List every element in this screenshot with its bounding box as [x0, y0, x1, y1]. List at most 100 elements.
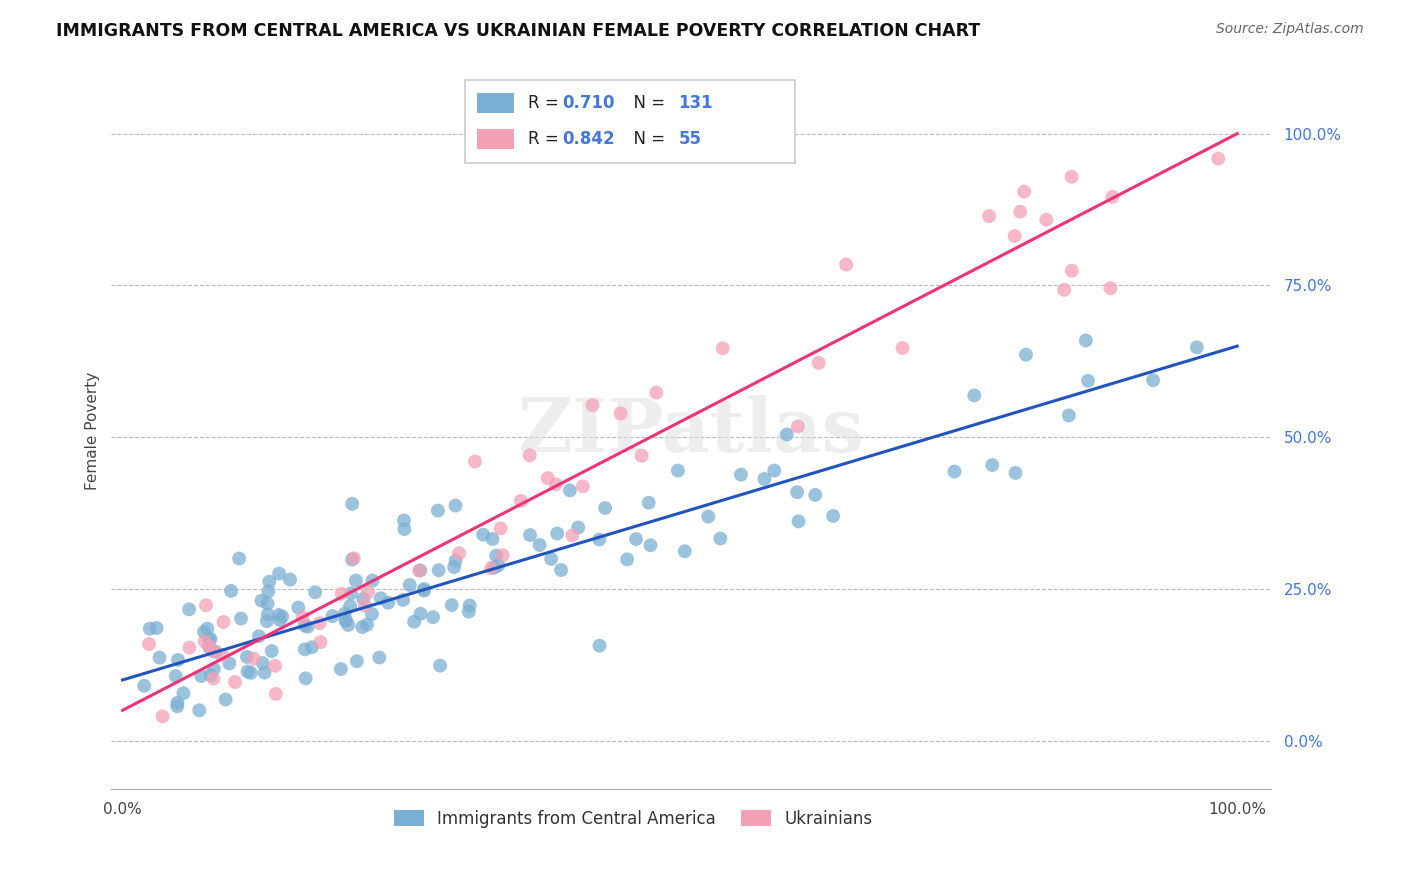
Point [200, 668, 222, 682]
Point [977, 209, 1000, 223]
Point [250, 593, 273, 607]
Point [219, 583, 242, 598]
Point [588, 639, 610, 653]
Text: 55: 55 [678, 130, 702, 148]
Point [193, 624, 215, 639]
Point [444, 554, 467, 568]
Point [482, 560, 505, 574]
Point [1060, 169, 1083, 184]
Point [1074, 334, 1097, 348]
Point [198, 640, 221, 655]
Point [229, 611, 252, 625]
Point [1015, 348, 1038, 362]
Point [177, 602, 200, 616]
Point [1101, 190, 1123, 204]
Y-axis label: Female Poverty: Female Poverty [86, 372, 100, 491]
Text: IMMIGRANTS FROM CENTRAL AMERICA VS UKRAINIAN FEMALE POVERTY CORRELATION CHART: IMMIGRANTS FROM CENTRAL AMERICA VS UKRAI… [56, 22, 980, 40]
Point [709, 532, 731, 546]
Point [190, 669, 212, 683]
Point [200, 632, 222, 646]
Point [204, 645, 226, 659]
Point [166, 696, 188, 710]
Text: N =: N = [623, 95, 671, 112]
Point [398, 578, 420, 592]
Point [228, 551, 250, 566]
Point [510, 494, 533, 508]
Point [444, 499, 467, 513]
Point [1206, 152, 1229, 166]
Point [179, 640, 201, 655]
Point [409, 607, 432, 621]
Point [409, 564, 432, 578]
Point [236, 665, 259, 679]
Text: 0.710: 0.710 [562, 95, 614, 112]
Point [1142, 373, 1164, 387]
Point [1004, 466, 1026, 480]
Point [519, 528, 541, 542]
Point [368, 650, 391, 665]
Point [167, 653, 190, 667]
Point [413, 582, 436, 596]
Point [352, 620, 374, 634]
Point [645, 385, 668, 400]
Point [429, 658, 451, 673]
Point [253, 665, 276, 680]
Point [588, 533, 610, 547]
Point [1057, 409, 1080, 423]
Point [211, 648, 233, 662]
Point [486, 558, 509, 573]
Point [787, 419, 810, 434]
Point [201, 644, 224, 658]
Point [198, 632, 221, 647]
Point [449, 546, 471, 560]
Point [193, 634, 215, 648]
Point [943, 465, 966, 479]
Point [236, 649, 259, 664]
Point [260, 644, 283, 658]
Point [337, 618, 360, 632]
Point [340, 586, 363, 600]
Point [529, 538, 551, 552]
Point [1035, 212, 1057, 227]
Point [224, 675, 246, 690]
Point [1099, 281, 1122, 295]
Point [427, 563, 450, 577]
Point [239, 665, 262, 680]
Point [697, 509, 720, 524]
Point [197, 622, 219, 636]
Point [257, 584, 280, 599]
Point [666, 464, 689, 478]
Point [294, 618, 316, 632]
Point [139, 622, 162, 636]
Point [981, 458, 1004, 472]
Point [138, 637, 160, 651]
Point [370, 591, 392, 606]
Point [134, 679, 156, 693]
Point [546, 526, 568, 541]
Point [457, 605, 479, 619]
Point [308, 616, 330, 631]
Point [558, 483, 581, 498]
Point [804, 488, 827, 502]
Point [214, 692, 236, 706]
Point [540, 552, 562, 566]
Point [267, 607, 290, 622]
Text: Source: ZipAtlas.com: Source: ZipAtlas.com [1216, 22, 1364, 37]
Point [786, 485, 808, 500]
Point [264, 687, 287, 701]
Point [212, 615, 235, 629]
Point [408, 564, 430, 578]
Point [356, 617, 378, 632]
Point [340, 552, 363, 566]
Point [593, 500, 616, 515]
Point [519, 449, 541, 463]
Point [807, 356, 830, 370]
Point [1053, 283, 1076, 297]
Text: ZIPatlas: ZIPatlas [517, 394, 865, 467]
Point [291, 610, 314, 624]
Point [891, 341, 914, 355]
FancyBboxPatch shape [477, 93, 513, 113]
Point [440, 598, 463, 612]
Text: N =: N = [623, 130, 671, 148]
Point [404, 615, 426, 629]
